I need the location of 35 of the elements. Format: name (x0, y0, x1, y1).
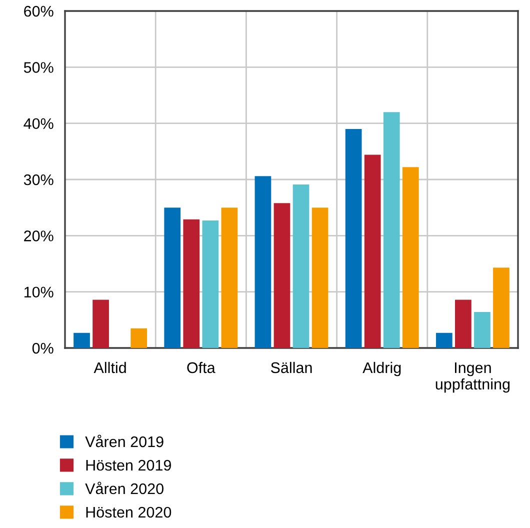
bar (130, 328, 148, 348)
y-tick-label: 30% (24, 174, 54, 186)
bar (274, 203, 290, 348)
bar (345, 128, 362, 348)
y-tick-label: 40% (24, 118, 54, 130)
y-tick-label: 20% (24, 230, 54, 242)
bar (455, 300, 472, 348)
y-tick-label: 10% (24, 286, 54, 298)
x-tick-label: Alltid (94, 362, 126, 374)
x-tick-label: Ingen uppfattning (436, 362, 510, 393)
legend-label: Hösten 2019 (86, 460, 171, 471)
bar (92, 300, 109, 348)
y-tick-label: 60% (24, 6, 54, 17)
legend-label: Hösten 2020 (86, 506, 172, 518)
bar (221, 208, 238, 348)
y-tick-label: 50% (24, 62, 54, 73)
bar (436, 332, 452, 348)
bar (474, 312, 490, 348)
bar (254, 176, 272, 348)
bar (312, 208, 328, 348)
bar (292, 184, 310, 348)
bar (183, 219, 200, 348)
bar (364, 154, 381, 348)
x-tick-label: Ofta (187, 362, 216, 374)
bar (493, 268, 510, 348)
bar (164, 208, 181, 348)
bar (202, 220, 219, 348)
bar (74, 332, 90, 348)
x-tick-label: Aldrig (362, 362, 401, 376)
bar (402, 167, 419, 348)
legend-label: Våren 2020 (85, 482, 164, 494)
legend-label: Våren 2019 (85, 434, 164, 448)
bar (383, 112, 400, 348)
x-tick-label: Sällan (270, 362, 312, 374)
y-tick-label: 0% (32, 342, 54, 354)
